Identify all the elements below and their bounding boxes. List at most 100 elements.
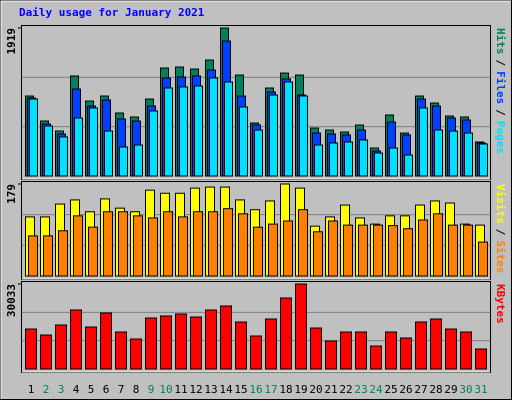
bar xyxy=(145,317,157,370)
bar xyxy=(385,331,397,370)
x-tick-label: 8 xyxy=(133,383,140,396)
x-tick-label: 31 xyxy=(474,383,487,396)
legend-entry: Sites xyxy=(494,240,507,273)
x-tick-label: 26 xyxy=(399,383,412,396)
bar xyxy=(340,331,352,370)
bar xyxy=(223,208,233,277)
bar xyxy=(104,130,113,177)
bar xyxy=(374,152,383,177)
x-tick-label: 6 xyxy=(103,383,110,396)
bar xyxy=(148,217,158,277)
bar xyxy=(460,331,472,370)
x-tick-label: 24 xyxy=(369,383,383,396)
legend-entry: Hits xyxy=(494,28,507,55)
bar xyxy=(479,143,488,177)
y-tick-label: 30033 xyxy=(5,284,18,317)
x-tick-label: 30 xyxy=(459,383,472,396)
bar xyxy=(418,219,428,277)
bar xyxy=(208,211,218,277)
bar xyxy=(29,98,38,177)
x-tick-label: 2 xyxy=(43,383,50,396)
x-tick-label: 1 xyxy=(28,383,35,396)
bar xyxy=(178,216,188,277)
x-tick-label: 25 xyxy=(384,383,397,396)
legend: Visits / Sites xyxy=(494,184,507,274)
x-tick-label: 18 xyxy=(279,383,292,396)
x-tick-label: 9 xyxy=(148,383,155,396)
bar xyxy=(163,211,173,277)
x-tick-label: 5 xyxy=(88,383,95,396)
bar xyxy=(55,324,67,370)
x-tick-label: 15 xyxy=(234,383,247,396)
chart-title: Daily usage for January 2021 xyxy=(19,6,205,19)
legend-entry: KBytes xyxy=(494,284,507,324)
bar xyxy=(119,146,128,177)
bar xyxy=(133,215,143,277)
bar xyxy=(283,220,293,277)
x-tick-label: 7 xyxy=(118,383,125,396)
bar xyxy=(44,125,53,177)
bar xyxy=(58,230,68,277)
bar xyxy=(265,318,277,370)
bar xyxy=(449,130,458,177)
bar xyxy=(370,345,382,370)
bar xyxy=(205,309,217,370)
bar xyxy=(253,226,263,277)
legend-separator: / xyxy=(494,60,507,67)
bar xyxy=(59,136,68,177)
bar xyxy=(89,107,98,177)
bar xyxy=(190,316,202,370)
bar xyxy=(193,211,203,277)
x-tick-label: 12 xyxy=(189,383,202,396)
bar xyxy=(118,211,128,277)
legend-entry: Pages xyxy=(494,121,507,154)
bar xyxy=(310,327,322,370)
bar xyxy=(445,328,457,370)
bar xyxy=(40,334,52,370)
x-tick-label: 22 xyxy=(339,383,352,396)
legend: KBytes xyxy=(494,284,507,324)
bar xyxy=(238,213,248,277)
bar xyxy=(314,144,323,177)
y-tick-label: 1919 xyxy=(5,28,18,55)
bar xyxy=(175,313,187,370)
x-tick-label: 16 xyxy=(249,383,262,396)
legend: Hits / Files / Pages xyxy=(494,28,507,154)
bar xyxy=(134,144,143,177)
bar xyxy=(160,315,172,370)
bar xyxy=(179,86,188,177)
legend-separator: / xyxy=(494,229,507,236)
bar xyxy=(295,283,307,370)
y-tick-label: 179 xyxy=(5,184,18,204)
bar xyxy=(103,211,113,277)
bar xyxy=(284,81,293,177)
bar xyxy=(73,215,83,277)
x-tick-label: 19 xyxy=(294,383,307,396)
bar xyxy=(224,81,233,177)
legend-entry: Visits xyxy=(494,184,507,224)
bar xyxy=(475,348,487,370)
bar xyxy=(74,117,83,177)
bar xyxy=(325,340,337,370)
bar xyxy=(329,142,338,177)
bar xyxy=(43,235,53,277)
bar xyxy=(209,77,218,177)
bar xyxy=(25,328,37,370)
bar xyxy=(448,224,458,277)
bar xyxy=(433,213,443,277)
legend-separator: / xyxy=(494,109,507,116)
bar xyxy=(235,321,247,370)
x-tick-label: 23 xyxy=(354,383,367,396)
bar xyxy=(194,85,203,177)
bar xyxy=(344,141,353,177)
x-tick-label: 27 xyxy=(414,383,427,396)
bar xyxy=(28,235,38,277)
x-tick-label: 13 xyxy=(204,383,217,396)
bar xyxy=(355,331,367,370)
bar xyxy=(359,139,368,177)
x-tick-label: 14 xyxy=(219,383,233,396)
x-tick-label: 20 xyxy=(309,383,322,396)
x-tick-label: 21 xyxy=(324,383,337,396)
